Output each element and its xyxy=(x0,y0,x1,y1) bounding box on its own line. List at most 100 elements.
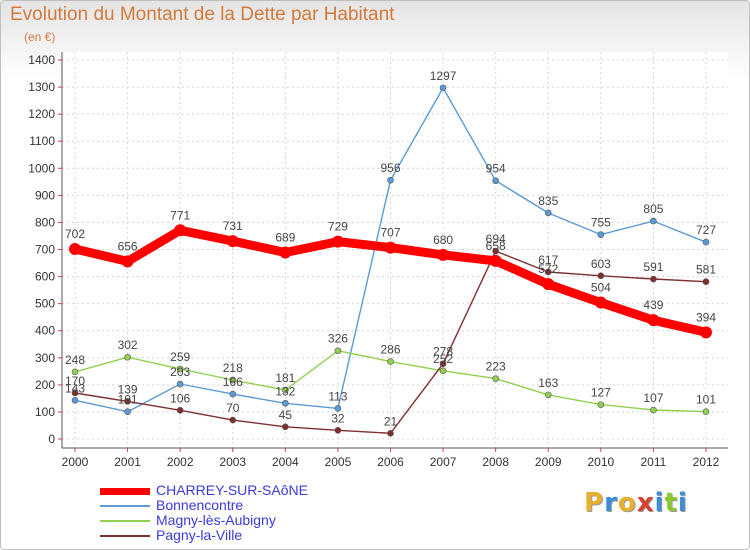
x-tick-label: 2008 xyxy=(482,455,509,469)
x-tick-label: 2006 xyxy=(377,455,404,469)
chart-title: Evolution du Montant de la Dette par Hab… xyxy=(10,4,395,25)
data-label: 689 xyxy=(275,230,295,244)
data-point xyxy=(229,376,237,384)
x-tick-label: 2000 xyxy=(62,455,89,469)
data-label: 203 xyxy=(170,365,190,379)
data-labels: 702 656 771 731 689 729 707 680 658 572 504 439 394 1… xyxy=(65,69,716,428)
data-label: 835 xyxy=(538,194,558,208)
y-tick-label: 200 xyxy=(35,378,55,392)
y-tick-label: 900 xyxy=(35,188,55,202)
data-point xyxy=(124,398,131,405)
data-label: 954 xyxy=(486,162,506,176)
x-tick-label: 2011 xyxy=(641,455,667,469)
data-point xyxy=(282,423,289,431)
data-point xyxy=(331,235,344,248)
data-label: 326 xyxy=(328,332,348,346)
x-tick-label: 2005 xyxy=(325,455,352,469)
data-label: 32 xyxy=(331,411,345,425)
y-tick-label: 300 xyxy=(35,351,55,365)
x-tick-label: 2003 xyxy=(219,455,246,469)
data-label: 45 xyxy=(279,408,293,422)
logo-letter: i xyxy=(677,488,688,518)
data-point xyxy=(334,427,342,434)
logo-letter: r xyxy=(604,488,618,518)
data-label: 170 xyxy=(65,374,85,388)
proxiti-logo: Proxiti xyxy=(584,488,688,518)
logo-letter: t xyxy=(664,488,678,518)
data-point xyxy=(439,360,447,368)
data-point xyxy=(71,368,79,376)
y-tick-label: 1400 xyxy=(28,53,55,67)
legend-label: CHARREY-SUR-SAôNE xyxy=(156,482,308,498)
y-tick-label: 600 xyxy=(35,270,55,284)
data-label: 21 xyxy=(384,414,398,428)
data-label: 581 xyxy=(696,263,716,277)
series-3 xyxy=(71,247,710,437)
y-tick-label: 800 xyxy=(35,215,55,229)
data-point xyxy=(124,408,131,415)
data-label: 755 xyxy=(591,216,611,230)
data-label: 504 xyxy=(591,281,611,295)
data-label: 731 xyxy=(223,219,243,233)
data-label: 956 xyxy=(380,161,400,175)
data-point xyxy=(439,367,447,375)
data-point xyxy=(439,84,447,92)
data-label: 617 xyxy=(538,253,558,267)
data-point xyxy=(71,396,79,404)
chart-unit-label: (en €) xyxy=(24,30,56,44)
data-label: 707 xyxy=(380,226,400,240)
data-point xyxy=(597,401,605,408)
data-label: 223 xyxy=(486,360,506,374)
data-label: 439 xyxy=(643,298,663,312)
data-point xyxy=(492,375,499,382)
grid xyxy=(62,52,728,448)
data-point xyxy=(176,407,184,414)
y-tick-label: 400 xyxy=(35,324,55,338)
data-label: 729 xyxy=(328,220,348,234)
data-point xyxy=(650,217,657,225)
series-2 xyxy=(71,347,710,415)
data-point xyxy=(387,358,394,365)
x-tick-label: 2009 xyxy=(535,455,562,469)
data-label: 143 xyxy=(65,381,85,395)
x-tick-label: 2010 xyxy=(587,455,614,469)
legend-label: Bonnencontre xyxy=(156,497,244,513)
data-point xyxy=(387,430,394,437)
data-point xyxy=(437,248,450,261)
data-point xyxy=(384,241,397,254)
data-point xyxy=(176,380,184,388)
data-label: 218 xyxy=(223,361,243,375)
data-label: 252 xyxy=(433,352,453,366)
data-label: 603 xyxy=(591,257,611,271)
y-tick-label: 500 xyxy=(35,297,55,311)
legend-swatch xyxy=(100,535,150,537)
data-label: 680 xyxy=(433,233,453,247)
data-point xyxy=(492,177,499,185)
data-label: 127 xyxy=(591,386,611,400)
logo-letter: P xyxy=(584,488,605,518)
y-tick-label: 700 xyxy=(35,243,55,257)
data-point xyxy=(597,272,605,280)
logo-letter: o xyxy=(617,488,637,518)
data-point xyxy=(492,247,499,255)
data-label: 394 xyxy=(696,310,716,324)
data-point xyxy=(702,238,710,246)
data-label: 132 xyxy=(275,384,295,398)
data-point xyxy=(544,391,552,399)
x-tick-label: 2001 xyxy=(114,455,141,469)
data-point xyxy=(594,296,607,309)
data-label: 278 xyxy=(433,345,453,359)
data-point xyxy=(597,231,605,238)
logo-letter: x xyxy=(636,488,655,518)
data-label: 113 xyxy=(328,389,347,403)
data-point xyxy=(226,235,239,248)
data-label: 572 xyxy=(538,262,558,276)
x-tick-label: 2012 xyxy=(693,455,720,469)
data-label: 248 xyxy=(65,353,85,367)
y-tick-label: 1200 xyxy=(28,107,55,121)
data-label: 101 xyxy=(118,393,138,407)
x-tick-label: 2007 xyxy=(430,455,457,469)
data-point xyxy=(650,406,657,414)
data-point xyxy=(174,224,187,237)
